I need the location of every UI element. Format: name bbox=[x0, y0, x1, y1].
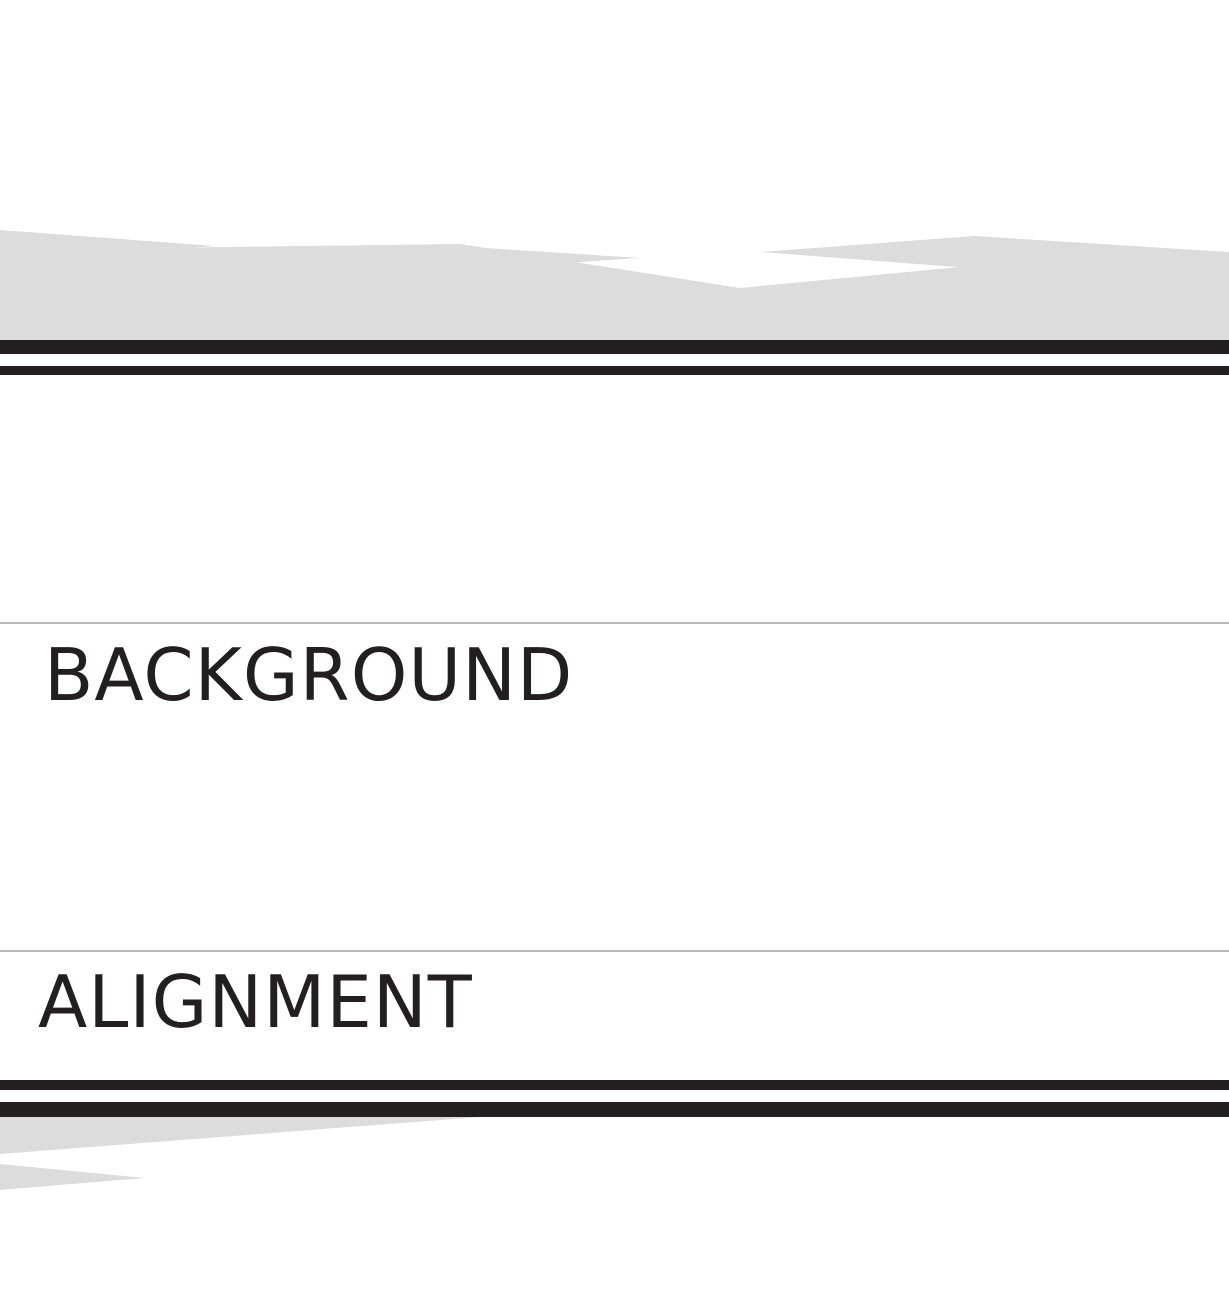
top-shard-mid bbox=[455, 246, 640, 268]
section-divider-bottom bbox=[0, 950, 1229, 952]
top-gray-shards bbox=[0, 230, 1229, 340]
bottom-thick-band-upper bbox=[0, 1080, 1229, 1090]
bottom-shard-small bbox=[0, 1164, 145, 1190]
bottom-decorative-banner bbox=[0, 1080, 1229, 1190]
bottom-gray-shards bbox=[0, 1117, 480, 1190]
top-decorative-banner bbox=[0, 230, 1229, 375]
bottom-thick-band-lower bbox=[0, 1102, 1229, 1117]
top-shard-sliver bbox=[0, 288, 110, 310]
section-heading-background: BACKGROUND bbox=[44, 633, 574, 717]
section-divider-top bbox=[0, 622, 1229, 624]
top-shard-strip bbox=[0, 244, 1229, 340]
top-shard-right bbox=[760, 236, 1229, 268]
section-heading-alignment: ALIGNMENT bbox=[38, 960, 473, 1044]
top-thick-band-upper bbox=[0, 340, 1229, 354]
bottom-shard-large bbox=[0, 1117, 480, 1154]
top-thick-band-lower bbox=[0, 366, 1229, 375]
top-shard-left bbox=[0, 230, 215, 262]
